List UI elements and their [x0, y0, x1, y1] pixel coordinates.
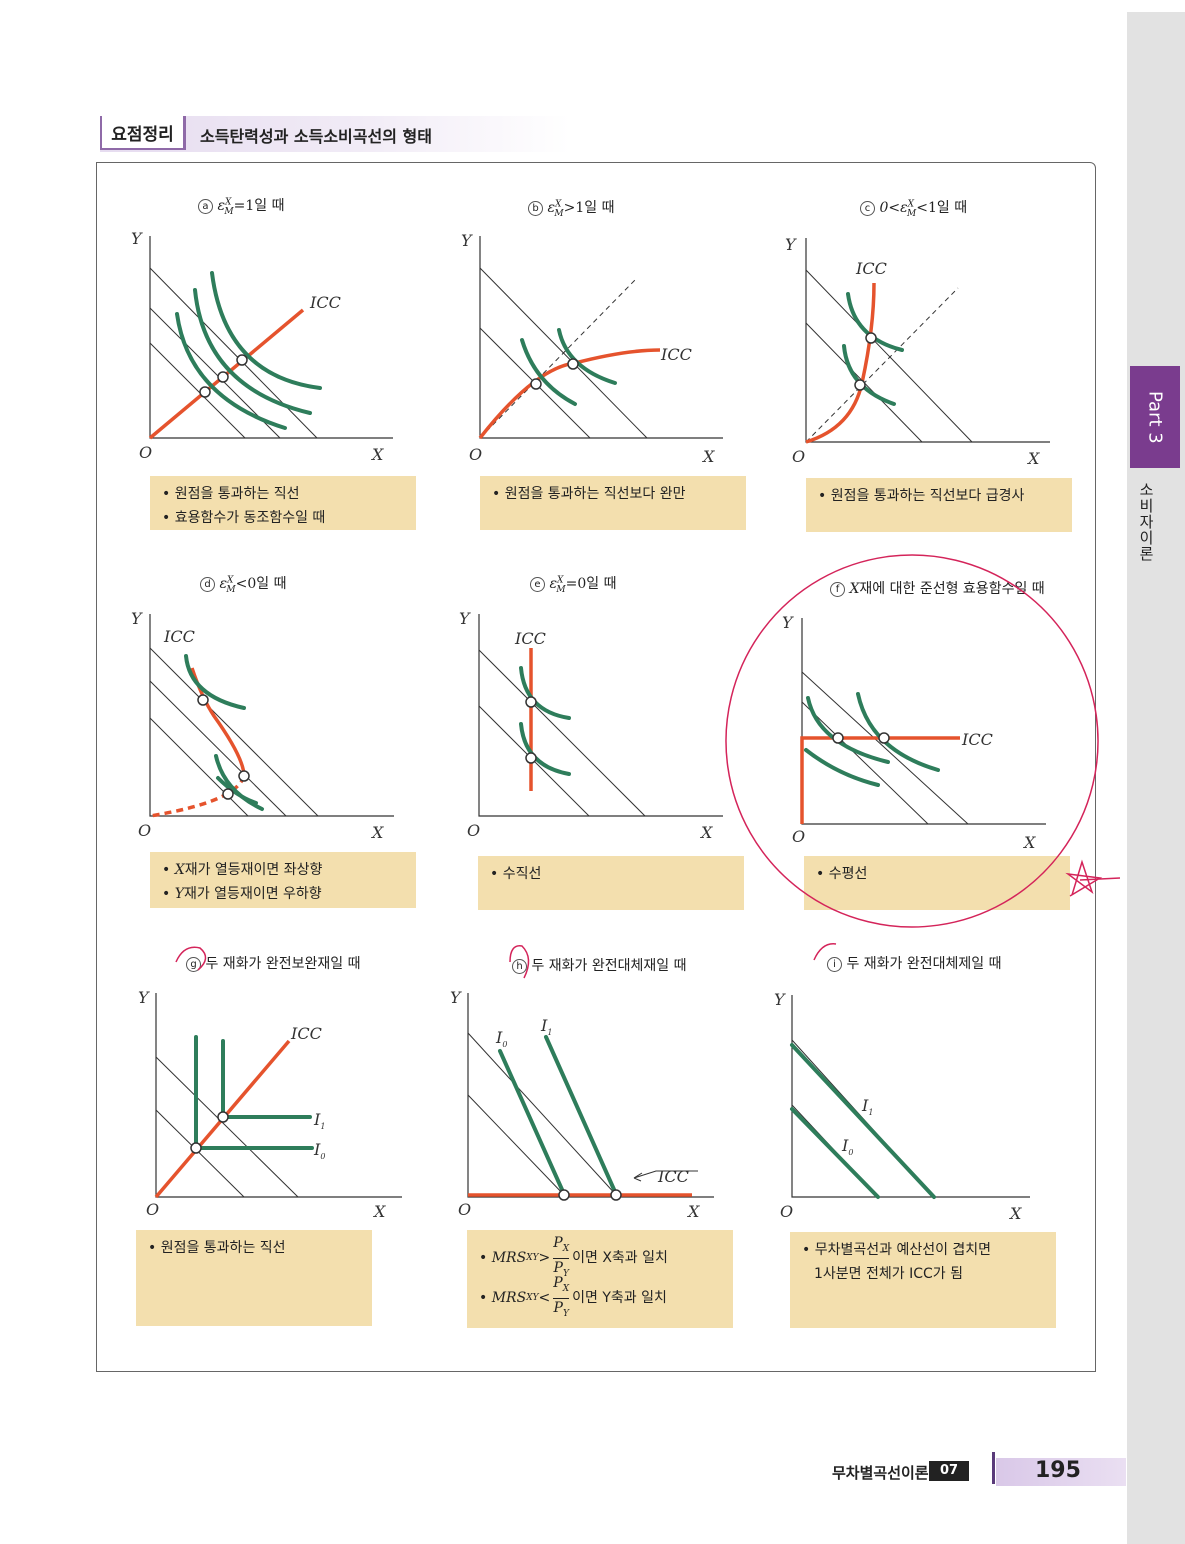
origin-label: O: [458, 1200, 471, 1219]
graph-i: Y O X I1 I0: [774, 990, 1030, 1223]
origin-label: O: [780, 1202, 793, 1221]
note-h: • MRS XY > PX PY 이면 X축과 일치 • MRS XY < PX P…: [467, 1230, 733, 1328]
y-axis-label: Y: [774, 990, 786, 1009]
caption-d: d εXM<0일 때: [200, 573, 286, 595]
x-axis-label: X: [699, 823, 713, 842]
origin-label: O: [467, 821, 480, 840]
origin-label: O: [146, 1200, 159, 1219]
footer-divider: [988, 1452, 995, 1484]
graph-f: Y O X ICC: [782, 613, 1046, 852]
x-axis-label: X: [372, 1202, 386, 1221]
graph-b: Y O X ICC: [461, 231, 723, 466]
origin-label: O: [469, 445, 482, 464]
summary-title: 소득탄력성과 소득소비곡선의 형태: [200, 127, 432, 146]
y-axis-label: Y: [461, 231, 473, 250]
icc-label: ICC: [163, 627, 195, 646]
chapter-side-label: 소비자이론: [1137, 482, 1155, 562]
graph-c: Y O X ICC: [785, 235, 1050, 468]
origin-label: O: [792, 827, 805, 846]
i1-label: I1: [861, 1096, 873, 1117]
side-strip: [1127, 12, 1185, 1544]
summary-badge: 요점정리: [100, 116, 186, 150]
note-f: • 수평선: [804, 856, 1070, 910]
caption-f: f X재에 대한 준선형 효용함수일 때: [830, 578, 1045, 598]
part-label: Part 3: [1144, 390, 1166, 444]
summary-header: 요점정리 소득탄력성과 소득소비곡선의 형태: [100, 116, 570, 152]
origin-label: O: [792, 447, 805, 466]
y-axis-label: Y: [450, 988, 462, 1007]
note-d: • X재가 열등재이면 좌상향 • Y재가 열등재이면 우하향: [150, 852, 416, 908]
y-axis-label: Y: [131, 229, 143, 248]
icc-label: ICC: [961, 730, 993, 749]
caption-c: c 0<εXM<1일 때: [860, 197, 967, 219]
icc-label: ICC: [660, 345, 692, 364]
i0-label: I0: [841, 1136, 853, 1157]
i1-label: I1: [540, 1016, 552, 1037]
icc-label: ICC: [855, 259, 887, 278]
part-tab[interactable]: [1130, 366, 1180, 468]
x-axis-label: X: [1008, 1204, 1022, 1223]
graph-d: Y O X ICC: [131, 609, 394, 842]
i0-label: I0: [313, 1140, 325, 1161]
x-axis-label: X: [1022, 833, 1036, 852]
i1-label: I1: [313, 1110, 325, 1131]
note-g: • 원점을 통과하는 직선: [136, 1230, 372, 1326]
note-c: • 원점을 통과하는 직선보다 급경사: [806, 478, 1072, 532]
y-axis-label: Y: [782, 613, 794, 632]
icc-label: ICC: [290, 1024, 322, 1043]
y-axis-label: Y: [459, 609, 471, 628]
i0-label: I0: [495, 1028, 507, 1049]
footer-chapter-number: 07: [929, 1461, 969, 1481]
icc-label: ICC: [309, 293, 341, 312]
note-b: • 원점을 통과하는 직선보다 완만: [480, 476, 746, 530]
y-axis-label: Y: [785, 235, 797, 254]
graph-g: Y O X ICC I1 I0: [138, 988, 402, 1221]
x-axis-label: X: [1026, 449, 1040, 468]
icc-label: ICC: [657, 1167, 689, 1186]
x-axis-label: X: [370, 823, 384, 842]
x-axis-label: X: [370, 445, 384, 464]
origin-label: O: [138, 821, 151, 840]
footer-chapter: 무차별곡선이론: [832, 1464, 929, 1482]
caption-e: e εXM=0일 때: [530, 573, 616, 595]
caption-h: h 두 재화가 완전대체재일 때: [512, 955, 686, 975]
note-a: • 원점을 통과하는 직선 • 효용함수가 동조함수일 때: [150, 476, 416, 530]
note-e: • 수직선: [478, 856, 744, 910]
caption-a: a εXM=1일 때: [198, 195, 284, 217]
origin-label: O: [139, 443, 152, 462]
page-number: 195: [1035, 1458, 1081, 1483]
graph-e: Y O X ICC: [459, 609, 723, 842]
y-axis-label: Y: [138, 988, 150, 1007]
page-number-band: [996, 1458, 1126, 1486]
y-axis-label: Y: [131, 609, 143, 628]
graph-h: Y O X I0 I1 ICC: [450, 988, 714, 1221]
caption-g: g 두 재화가 완전보완재일 때: [186, 953, 360, 973]
x-axis-label: X: [686, 1202, 700, 1221]
caption-b: b εXM>1일 때: [528, 197, 614, 219]
graph-a: Y O X ICC: [131, 229, 393, 464]
note-i: • 무차별곡선과 예산선이 겹치면 1사분면 전체가 ICC가 됨: [790, 1232, 1056, 1328]
caption-i: i 두 재화가 완전대체제일 때: [827, 953, 1001, 973]
x-axis-label: X: [701, 447, 715, 466]
icc-label: ICC: [514, 629, 546, 648]
